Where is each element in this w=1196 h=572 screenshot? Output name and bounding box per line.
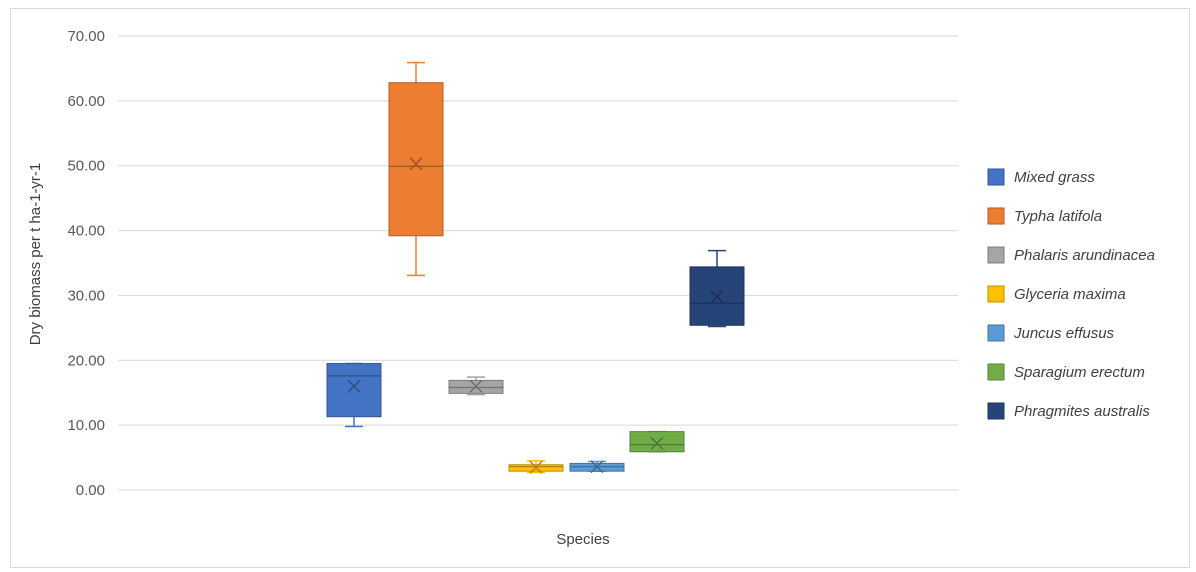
box-series-group [326, 61, 745, 474]
legend-label: Phragmites australis [1014, 403, 1150, 420]
mean-marker [710, 290, 724, 304]
mean-marker [590, 460, 604, 474]
legend-item-typha-latifola: Typha latifola [987, 207, 1102, 225]
box-body [326, 363, 382, 418]
y-tick-label: 70.00 [67, 28, 105, 45]
legend-swatch [987, 363, 1005, 381]
legend-item-phalaris-arundinacea: Phalaris arundinacea [987, 246, 1155, 264]
legend-label: Juncus effusus [1013, 325, 1115, 342]
mean-marker [469, 379, 483, 393]
box-body [629, 431, 685, 453]
legend-swatch [987, 207, 1005, 225]
box-phalaris-arundinacea [448, 376, 504, 396]
mean-marker [347, 379, 361, 393]
y-axis-tick-labels: 0.00 10.00 20.00 30.00 40.00 50.00 60.00 70.00 [67, 28, 105, 499]
legend-swatch [987, 285, 1005, 303]
box-typha-latifola [388, 61, 444, 277]
legend-swatch [987, 168, 1005, 186]
mean-marker [650, 436, 664, 450]
box-body [388, 82, 444, 237]
x-axis-title: Species [556, 531, 609, 548]
legend-item-juncus-effusus: Juncus effusus [987, 324, 1115, 342]
y-tick-label: 50.00 [67, 158, 105, 175]
y-tick-label: 60.00 [67, 93, 105, 110]
y-tick-label: 10.00 [67, 417, 105, 434]
legend-item-glyceria-maxima: Glyceria maxima [987, 285, 1126, 303]
legend-label: Typha latifola [1014, 208, 1102, 225]
mean-marker [409, 157, 423, 171]
box-sparagium-erectum [629, 430, 685, 453]
box-juncus-effusus [569, 460, 625, 474]
y-tick-label: 20.00 [67, 352, 105, 369]
y-tick-label: 40.00 [67, 223, 105, 240]
box-phragmites-australis [689, 249, 745, 328]
legend-label: Phalaris arundinacea [1014, 247, 1155, 264]
legend-label: Mixed grass [1014, 169, 1095, 186]
y-axis-title: Dry biomass per t ha-1-yr-1 [27, 163, 44, 346]
legend-item-mixed-grass: Mixed grass [987, 168, 1095, 186]
legend-swatch [987, 324, 1005, 342]
box-glyceria-maxima [508, 460, 564, 474]
legend-label: Glyceria maxima [1014, 286, 1126, 303]
legend-label: Sparagium erectum [1014, 364, 1145, 381]
legend: Mixed grass Typha latifola Phalaris arundi… [987, 168, 1155, 420]
box-body [689, 266, 745, 326]
mean-marker [529, 460, 543, 474]
box-mixed-grass [326, 362, 382, 428]
legend-swatch [987, 246, 1005, 264]
y-tick-label: 0.00 [76, 482, 105, 499]
legend-item-sparagium-erectum: Sparagium erectum [987, 363, 1145, 381]
gridlines [118, 35, 958, 491]
y-tick-label: 30.00 [67, 287, 105, 304]
legend-swatch [987, 402, 1005, 420]
legend-item-phragmites-australis: Phragmites australis [987, 402, 1150, 420]
